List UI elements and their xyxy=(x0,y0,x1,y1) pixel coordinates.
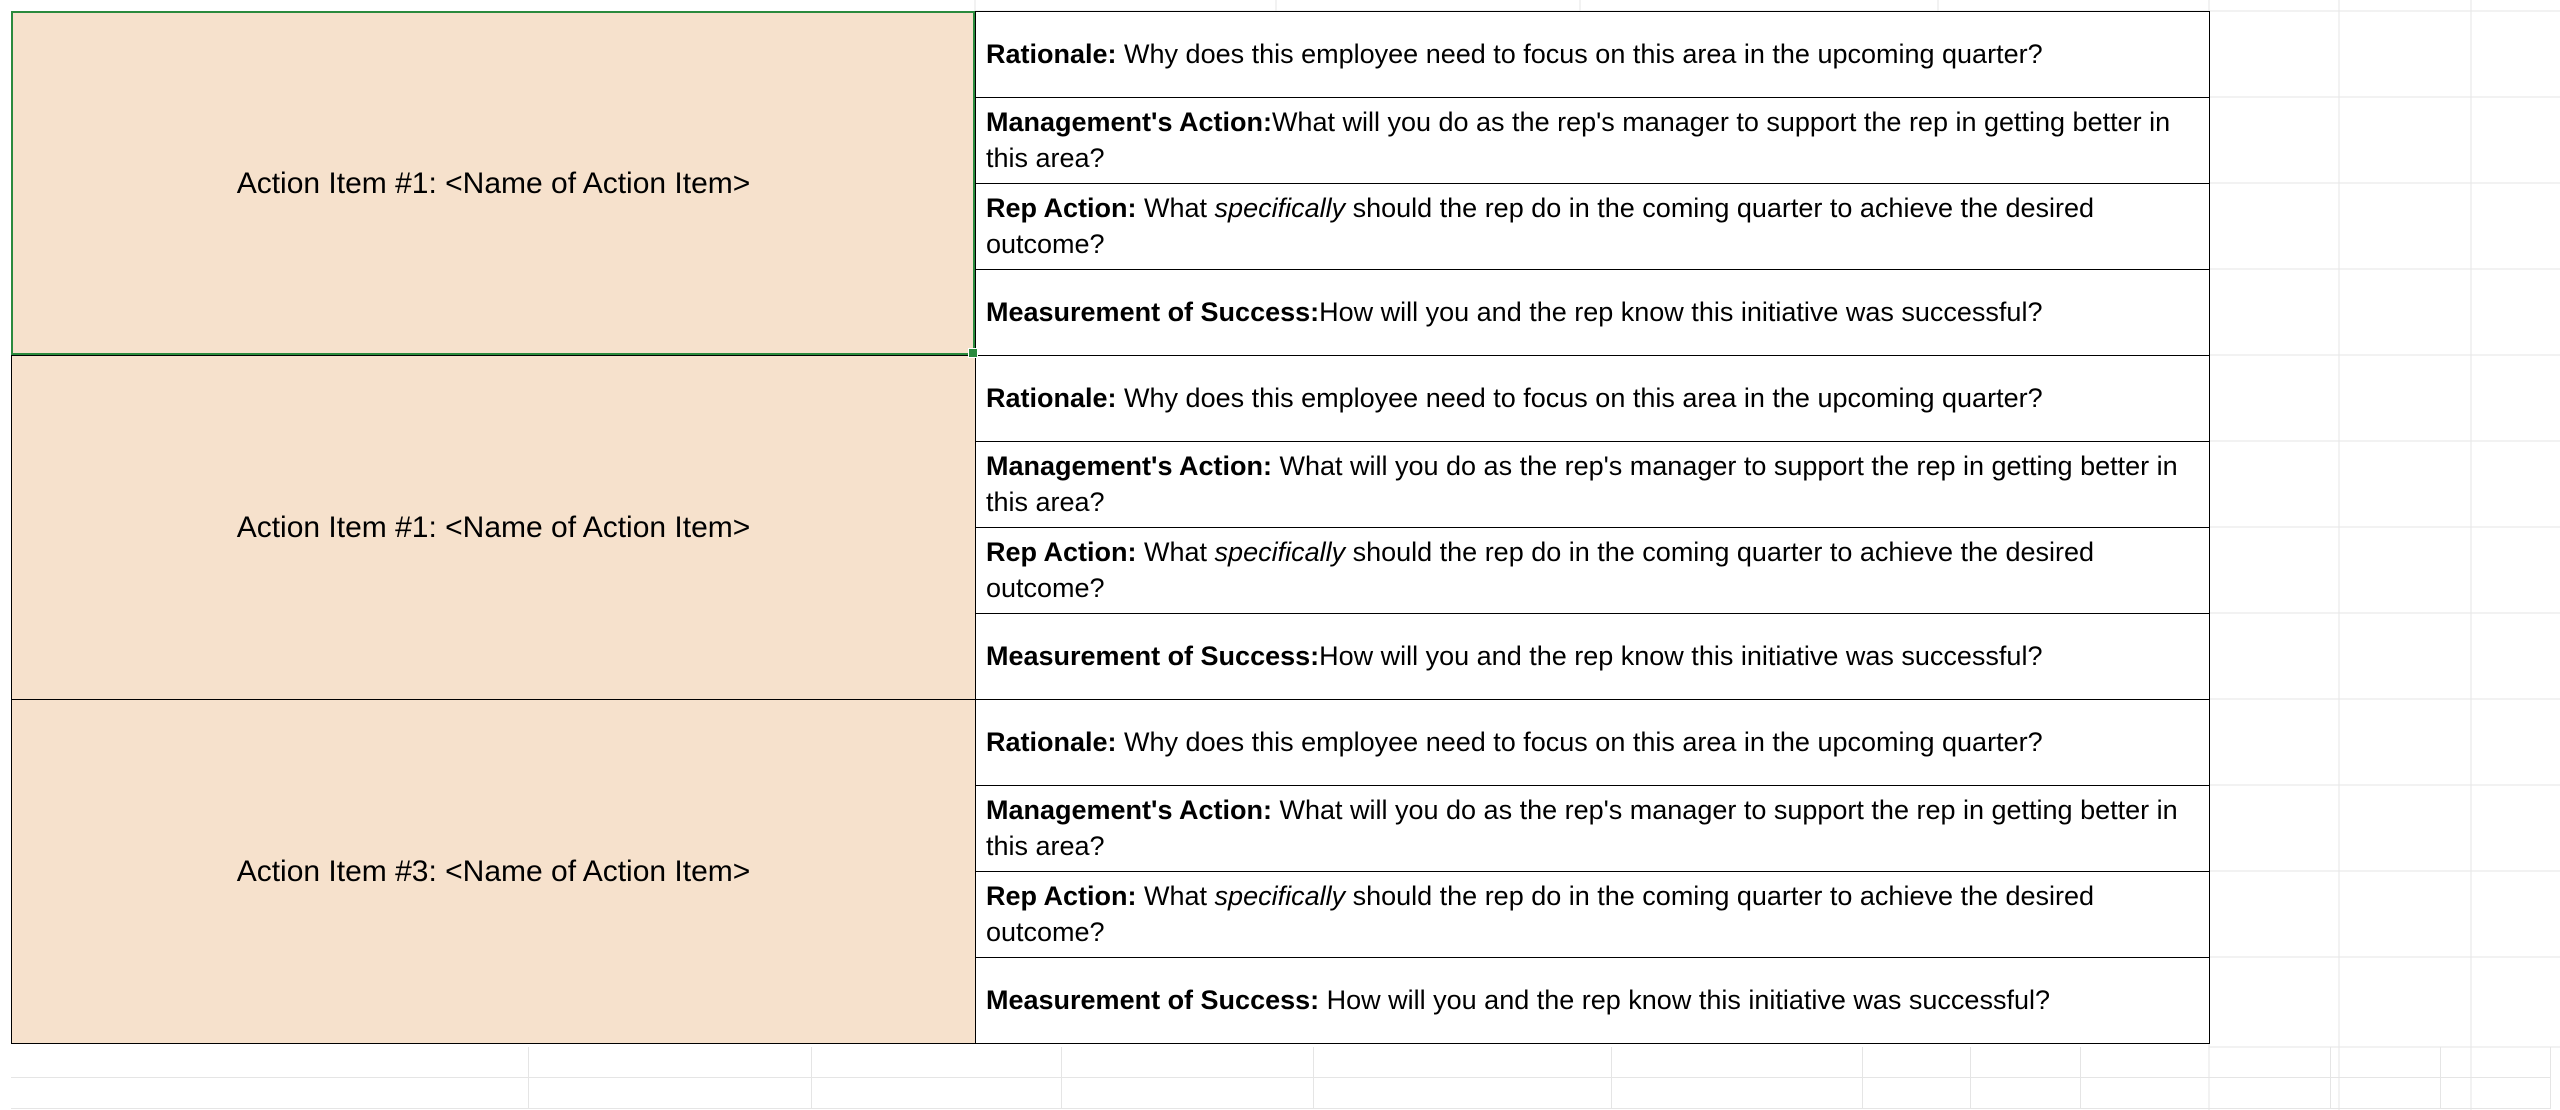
detail-cell[interactable]: Management's Action: What will you do as… xyxy=(976,442,2210,528)
empty-cell[interactable] xyxy=(2331,1078,2441,1108)
detail-label: Rep Action: xyxy=(986,881,1137,911)
empty-cell[interactable] xyxy=(2331,1047,2441,1077)
detail-cell[interactable]: Rationale: Why does this employee need t… xyxy=(976,700,2210,786)
action-item-header[interactable]: Action Item #1: <Name of Action Item> xyxy=(12,356,976,700)
empty-cell[interactable] xyxy=(1062,1078,1315,1108)
detail-cell[interactable]: Management's Action: What will you do as… xyxy=(976,786,2210,872)
empty-cell[interactable] xyxy=(1314,1047,1611,1077)
empty-cell[interactable] xyxy=(1863,1047,1971,1077)
detail-cell[interactable]: Rep Action: What specifically should the… xyxy=(976,528,2210,614)
detail-text-italic: specifically xyxy=(1215,881,1346,911)
detail-text: How will you and the rep know this initi… xyxy=(1319,641,2042,671)
action-items-table: Action Item #1: <Name of Action Item>Rat… xyxy=(11,11,2210,1044)
detail-text: Why does this employee need to focus on … xyxy=(1124,39,2043,69)
detail-label: Measurement of Success: xyxy=(986,985,1319,1015)
detail-label: Rep Action: xyxy=(986,193,1137,223)
detail-label: Rationale: xyxy=(986,727,1117,757)
detail-text: What xyxy=(1144,537,1215,567)
empty-cell[interactable] xyxy=(529,1078,811,1108)
empty-cell[interactable] xyxy=(1612,1078,1863,1108)
detail-text: What xyxy=(1144,193,1215,223)
detail-label: Measurement of Success: xyxy=(986,641,1319,671)
detail-text: How will you and the rep know this initi… xyxy=(1319,297,2042,327)
detail-cell[interactable]: Rationale: Why does this employee need t… xyxy=(976,356,2210,442)
empty-cell[interactable] xyxy=(11,1078,529,1108)
empty-cell[interactable] xyxy=(1612,1047,1863,1077)
detail-label: Management's Action: xyxy=(986,451,1272,481)
detail-text-italic: specifically xyxy=(1215,193,1346,223)
empty-cell[interactable] xyxy=(2441,1047,2551,1077)
spreadsheet-canvas[interactable]: Action Item #1: <Name of Action Item>Rat… xyxy=(0,0,2560,1110)
detail-text: Why does this employee need to focus on … xyxy=(1124,727,2043,757)
empty-cell[interactable] xyxy=(2081,1078,2332,1108)
empty-rows-area[interactable] xyxy=(11,1047,2551,1109)
detail-text: Why does this employee need to focus on … xyxy=(1124,383,2043,413)
empty-cell[interactable] xyxy=(11,1047,529,1077)
empty-cell[interactable] xyxy=(2441,1078,2551,1108)
detail-label: Rationale: xyxy=(986,383,1117,413)
empty-cell[interactable] xyxy=(1971,1078,2081,1108)
detail-label: Management's Action: xyxy=(986,795,1272,825)
detail-cell[interactable]: Management's Action:What will you do as … xyxy=(976,98,2210,184)
detail-label: Rationale: xyxy=(986,39,1117,69)
detail-label: Measurement of Success: xyxy=(986,297,1319,327)
detail-label: Management's Action: xyxy=(986,107,1272,137)
detail-cell[interactable]: Measurement of Success:How will you and … xyxy=(976,270,2210,356)
detail-cell[interactable]: Measurement of Success:How will you and … xyxy=(976,614,2210,700)
empty-cell[interactable] xyxy=(2081,1047,2332,1077)
detail-cell[interactable]: Rep Action: What specifically should the… xyxy=(976,184,2210,270)
detail-text-italic: specifically xyxy=(1215,537,1346,567)
empty-cell[interactable] xyxy=(1971,1047,2081,1077)
detail-cell[interactable]: Measurement of Success: How will you and… xyxy=(976,958,2210,1044)
empty-cell[interactable] xyxy=(1314,1078,1611,1108)
empty-cell[interactable] xyxy=(1062,1047,1315,1077)
action-item-header[interactable]: Action Item #3: <Name of Action Item> xyxy=(12,700,976,1044)
empty-cell[interactable] xyxy=(529,1047,811,1077)
detail-text: What xyxy=(1144,881,1215,911)
empty-cell[interactable] xyxy=(1863,1078,1971,1108)
detail-cell[interactable]: Rep Action: What specifically should the… xyxy=(976,872,2210,958)
detail-text: How will you and the rep know this initi… xyxy=(1327,985,2050,1015)
empty-cell[interactable] xyxy=(812,1078,1062,1108)
empty-cell[interactable] xyxy=(812,1047,1062,1077)
detail-cell[interactable]: Rationale: Why does this employee need t… xyxy=(976,12,2210,98)
action-item-header[interactable]: Action Item #1: <Name of Action Item> xyxy=(12,12,976,356)
detail-label: Rep Action: xyxy=(986,537,1137,567)
